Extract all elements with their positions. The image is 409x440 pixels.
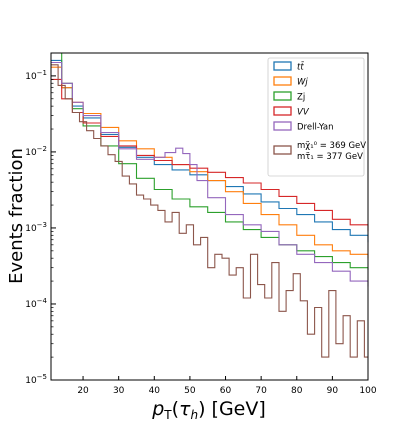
x-axis-label: pT(τh) [GeV]	[151, 398, 266, 422]
y-tick-label-0: 10−5	[25, 373, 47, 386]
legend-label-4: Drell-Yan	[297, 123, 333, 133]
ticks-layer: 20 30 40 50 60 70 80 90 100 10−5 10−4 10−3 10−2 10−1	[25, 52, 377, 396]
x-tick-label-0: 20	[77, 386, 89, 396]
y-axis-label: Events fraction	[6, 148, 27, 284]
series-line-4	[51, 61, 369, 287]
x-tick-label-8: 100	[359, 386, 376, 396]
legend-label-3: VV	[297, 108, 310, 118]
legend: tt̄ Wj Zj VV Drell-Yan mχ̃₁⁰ = 369 GeV mτ̃₁ = …	[267, 57, 366, 177]
x-tick-label-2: 40	[149, 386, 161, 396]
legend-swatch-2	[273, 91, 292, 101]
series-line-3	[51, 78, 369, 232]
x-tick-label-4: 60	[220, 386, 232, 396]
legend-label-5: mχ̃₁⁰ = 369 GeV mτ̃₁ = 377 GeV	[297, 141, 366, 162]
series-layer	[51, 52, 369, 358]
x-tick-label-7: 90	[327, 386, 339, 396]
legend-swatch-1	[273, 76, 292, 86]
legend-label-1: Wj	[297, 78, 308, 88]
legend-box	[267, 57, 365, 177]
y-tick-label-4: 10−1	[25, 69, 47, 82]
y-tick-label-1: 10−4	[25, 297, 47, 310]
x-tick-label-1: 30	[113, 386, 125, 396]
series-line-5	[51, 64, 368, 358]
legend-swatch-4	[273, 121, 292, 131]
x-tick-label-6: 80	[291, 386, 303, 396]
x-tick-label-5: 70	[255, 386, 267, 396]
legend-label-2: Zj	[297, 93, 305, 103]
y-tick-label-3: 10−2	[25, 145, 47, 158]
x-tick-label-3: 50	[184, 386, 196, 396]
y-tick-label-2: 10−3	[25, 221, 47, 234]
legend-label-0: tt̄	[297, 61, 305, 73]
legend-swatch-0	[273, 61, 292, 71]
plot-frame	[50, 52, 369, 381]
legend-swatch-5	[273, 145, 292, 155]
legend-swatch-3	[273, 106, 292, 116]
